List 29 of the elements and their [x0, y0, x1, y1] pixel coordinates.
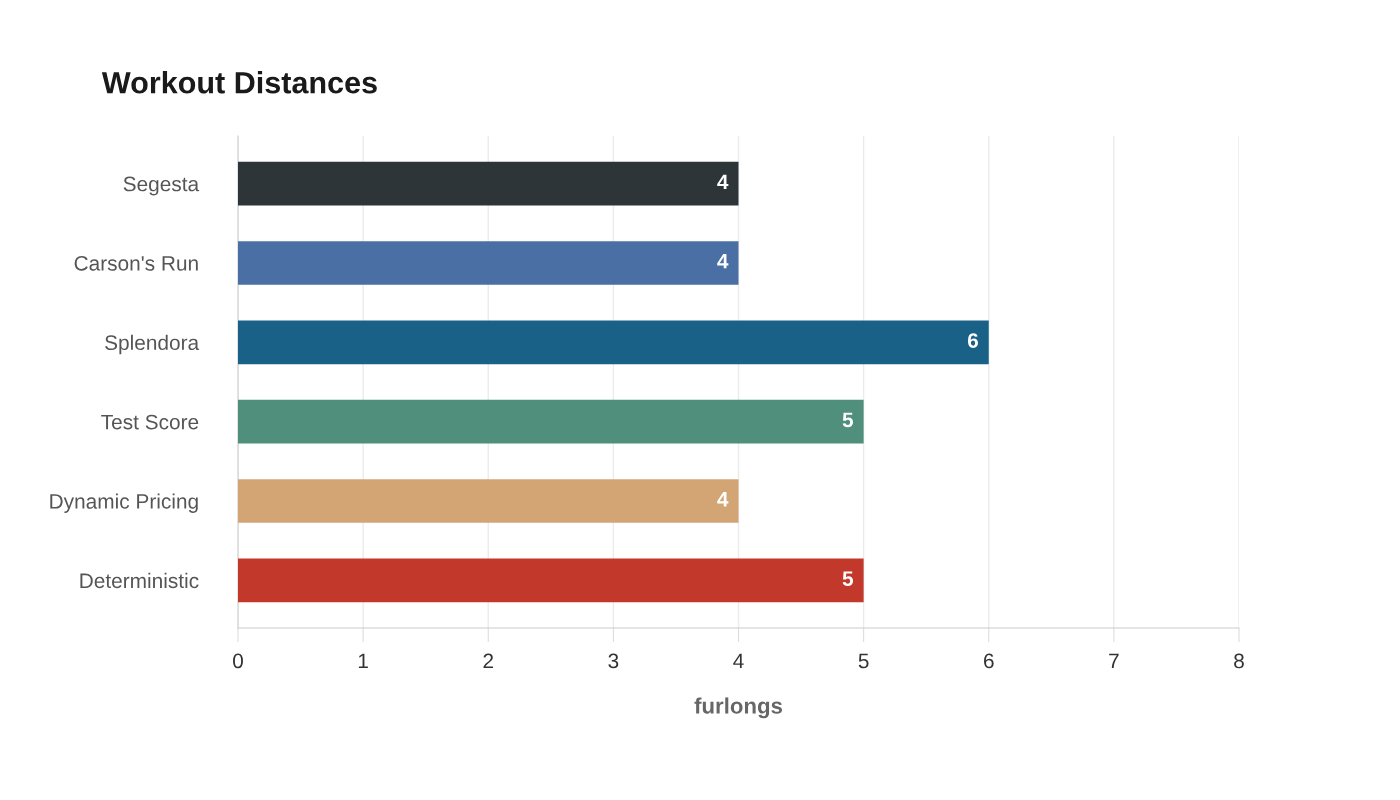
- y-tick-label: Segesta: [123, 176, 200, 196]
- data-label: 4: [717, 492, 729, 507]
- y-tick-label: Test Score: [101, 414, 199, 430]
- data-label: 4: [717, 254, 729, 269]
- x-tick-label: 6: [984, 653, 994, 669]
- x-tick-label: 8: [1234, 653, 1244, 669]
- bar: [238, 479, 739, 523]
- x-tick-label: 1: [358, 653, 368, 669]
- data-label: 5: [842, 571, 854, 586]
- y-tick-label: Deterministic: [80, 572, 199, 589]
- y-tick-label: Splendora: [105, 334, 200, 355]
- x-tick-label: 0: [233, 653, 243, 669]
- x-tick-label: 7: [1109, 653, 1119, 669]
- bar: [238, 558, 864, 603]
- x-tick-label: 5: [858, 653, 869, 669]
- x-tick-label: 2: [483, 653, 493, 669]
- bar: [238, 399, 864, 444]
- bar: [238, 241, 739, 285]
- data-label: 5: [842, 412, 854, 428]
- data-label: 4: [717, 174, 729, 189]
- bar: [238, 320, 989, 365]
- chart-title: Workout Distances: [101, 71, 377, 94]
- bar: [238, 161, 739, 206]
- x-tick-label: 4: [733, 653, 744, 669]
- x-axis-title: furlongs: [694, 697, 783, 719]
- y-tick-label: Dynamic Pricing: [50, 493, 198, 513]
- data-label: 6: [967, 333, 978, 348]
- x-tick-label: 3: [608, 653, 619, 669]
- y-tick-label: Carson's Run: [74, 255, 198, 271]
